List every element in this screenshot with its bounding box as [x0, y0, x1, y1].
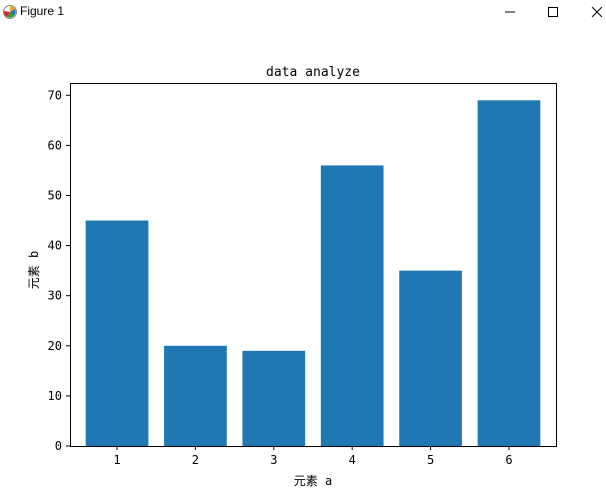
- bars-group: [85, 100, 541, 447]
- minimize-button[interactable]: [487, 0, 533, 24]
- plot-area-frame: [70, 83, 557, 447]
- matplotlib-icon: [2, 4, 18, 20]
- y-tick-label: 30: [48, 289, 62, 303]
- x-ticks-group: 1 2 3 4 5 6: [113, 446, 513, 467]
- y-tick-label: 70: [48, 88, 62, 102]
- y-axis-label: 元素 b: [27, 251, 41, 289]
- y-tick-label: 50: [48, 188, 62, 202]
- close-button[interactable]: [574, 0, 606, 24]
- bar-2: [164, 345, 227, 446]
- y-tick-label: 60: [48, 138, 62, 152]
- maximize-button[interactable]: [530, 0, 576, 24]
- bar-4: [320, 165, 384, 446]
- x-tick-label: 6: [505, 453, 512, 467]
- x-tick-label: 3: [270, 453, 277, 467]
- y-tick-label: 10: [48, 389, 62, 403]
- maximize-icon: [547, 6, 559, 18]
- x-tick-label: 1: [113, 453, 120, 467]
- x-tick-label: 5: [427, 453, 434, 467]
- y-ticks-group: 0 10 20 30 40 50 60 70: [48, 88, 70, 453]
- x-axis-label: 元素 a: [294, 474, 332, 488]
- close-icon: [591, 6, 603, 18]
- window-titlebar: Figure 1: [0, 0, 606, 26]
- chart-title: data analyze: [266, 65, 360, 80]
- minimize-icon: [504, 6, 516, 18]
- y-tick-label: 20: [48, 339, 62, 353]
- bar-6: [477, 100, 541, 447]
- y-tick-label: 40: [48, 239, 62, 253]
- bar-chart: data analyze 元素 a 元素 b 1 2 3 4 5 6 0 10 20 30 40 5…: [27, 65, 557, 488]
- window-title: Figure 1: [20, 4, 65, 18]
- x-tick-label: 4: [349, 453, 356, 467]
- x-tick-label: 2: [192, 453, 199, 467]
- bar-3: [242, 350, 306, 446]
- bar-5: [399, 270, 462, 446]
- bar-1: [85, 220, 149, 446]
- y-tick-label: 0: [55, 439, 62, 453]
